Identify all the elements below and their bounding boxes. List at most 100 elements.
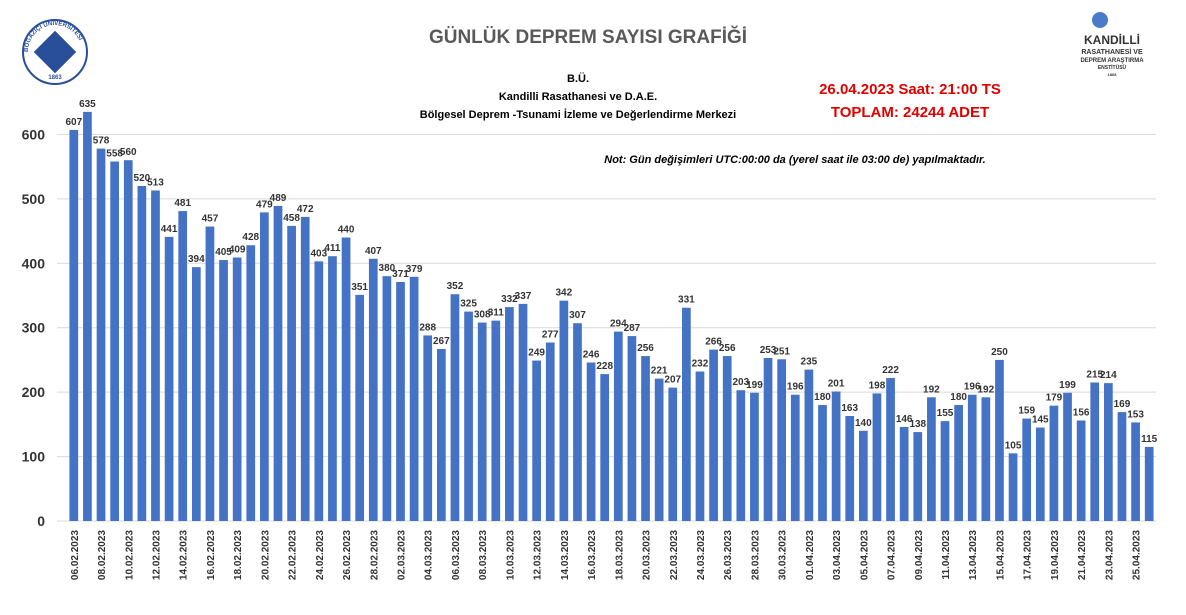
bar (695, 371, 705, 521)
bar (436, 348, 446, 521)
data-label: 558 (106, 148, 123, 159)
x-tick-label: 06.03.2023 (451, 530, 462, 580)
data-label: 578 (93, 136, 110, 147)
bar (600, 374, 610, 521)
x-tick-label: 28.03.2023 (750, 530, 761, 580)
data-label: 138 (909, 419, 926, 430)
bar (409, 276, 419, 521)
bar (464, 311, 473, 521)
data-label: 351 (351, 282, 368, 293)
bar (110, 161, 119, 521)
x-tick-label: 11.04.2023 (941, 530, 952, 580)
x-tick-label: 16.02.2023 (206, 530, 217, 580)
x-tick-label: 02.03.2023 (397, 530, 408, 580)
data-label: 635 (79, 99, 96, 110)
bar (518, 303, 528, 521)
bar (927, 397, 936, 521)
x-tick-label: 10.02.2023 (124, 530, 135, 580)
data-label: 489 (270, 193, 287, 204)
right-logo: KANDİLLİ RASATHANESİ VE DEPREM ARAŞTIRMA… (1080, 12, 1144, 77)
data-label: 256 (637, 343, 654, 354)
data-label: 180 (814, 392, 831, 403)
bar (1022, 418, 1032, 521)
bar (532, 360, 541, 521)
x-tick-label: 01.04.2023 (805, 530, 816, 580)
data-label: 380 (379, 263, 396, 274)
data-label: 479 (256, 199, 273, 210)
bar (818, 405, 827, 521)
x-tick-label: 12.03.2023 (533, 530, 544, 580)
bar (722, 356, 732, 521)
bar (505, 307, 514, 521)
bar (83, 111, 92, 521)
x-tick-label: 10.03.2023 (505, 530, 516, 580)
x-tick-label: 03.04.2023 (832, 530, 843, 580)
data-label: 307 (569, 310, 586, 321)
logo-line: RASATHANESİ VE (1081, 48, 1143, 56)
bar (913, 432, 923, 521)
data-label: 169 (1114, 399, 1131, 410)
data-label: 440 (338, 225, 355, 236)
bar (314, 261, 324, 521)
bar (573, 323, 582, 521)
data-label: 332 (501, 294, 518, 305)
bar (477, 322, 487, 521)
x-tick-label: 08.03.2023 (478, 530, 489, 580)
data-label: 199 (1059, 380, 1076, 391)
bar (368, 258, 378, 521)
x-tick-label: 30.03.2023 (778, 530, 789, 580)
x-tick-label: 26.02.2023 (342, 530, 353, 580)
y-tick-label: 300 (22, 320, 46, 336)
x-tick-label: 24.03.2023 (696, 530, 707, 580)
data-label: 394 (188, 254, 205, 265)
bar (654, 378, 664, 521)
data-label: 153 (1127, 409, 1144, 420)
data-label: 325 (460, 299, 477, 310)
bar (219, 260, 228, 521)
data-label: 458 (283, 213, 300, 224)
data-label: 222 (882, 365, 899, 376)
bar (1035, 427, 1045, 521)
bar (641, 356, 650, 521)
data-label: 428 (242, 232, 259, 243)
data-label: 472 (297, 204, 314, 215)
data-label: 196 (787, 382, 804, 393)
data-label: 214 (1100, 370, 1117, 381)
data-label: 308 (474, 310, 491, 321)
data-label: 337 (515, 291, 532, 302)
data-label: 215 (1086, 369, 1103, 380)
data-label: 249 (528, 348, 545, 359)
logo-line: KANDİLLİ (1084, 32, 1140, 47)
x-tick-label: 21.04.2023 (1077, 530, 1088, 580)
x-tick-label: 26.03.2023 (723, 530, 734, 580)
data-label: 201 (828, 378, 845, 389)
x-tick-label: 15.04.2023 (995, 530, 1006, 580)
bar (164, 236, 174, 521)
x-tick-label: 16.03.2023 (587, 530, 598, 580)
bar (1104, 383, 1113, 521)
bar (613, 331, 623, 521)
data-label: 199 (746, 380, 763, 391)
y-tick-label: 400 (22, 255, 46, 271)
bar (1144, 446, 1154, 521)
data-label: 277 (542, 330, 559, 341)
data-label: 250 (991, 347, 1008, 358)
bar (954, 405, 963, 521)
data-label: 232 (692, 359, 709, 370)
bar (1049, 405, 1059, 521)
logo-line: 1868 (1108, 72, 1118, 77)
bar (341, 237, 351, 521)
bar (1090, 382, 1100, 521)
x-tick-label: 24.02.2023 (315, 530, 326, 580)
data-label: 411 (324, 243, 341, 254)
data-label: 441 (161, 224, 178, 235)
bar (178, 211, 188, 521)
data-label: 457 (202, 214, 219, 225)
data-label: 192 (923, 384, 940, 395)
subtitle: Kandilli Rasathanesi ve D.A.E. (499, 91, 657, 103)
bar (273, 205, 283, 522)
x-tick-label: 20.03.2023 (642, 530, 653, 580)
data-label: 403 (310, 248, 327, 259)
bar (328, 256, 337, 521)
